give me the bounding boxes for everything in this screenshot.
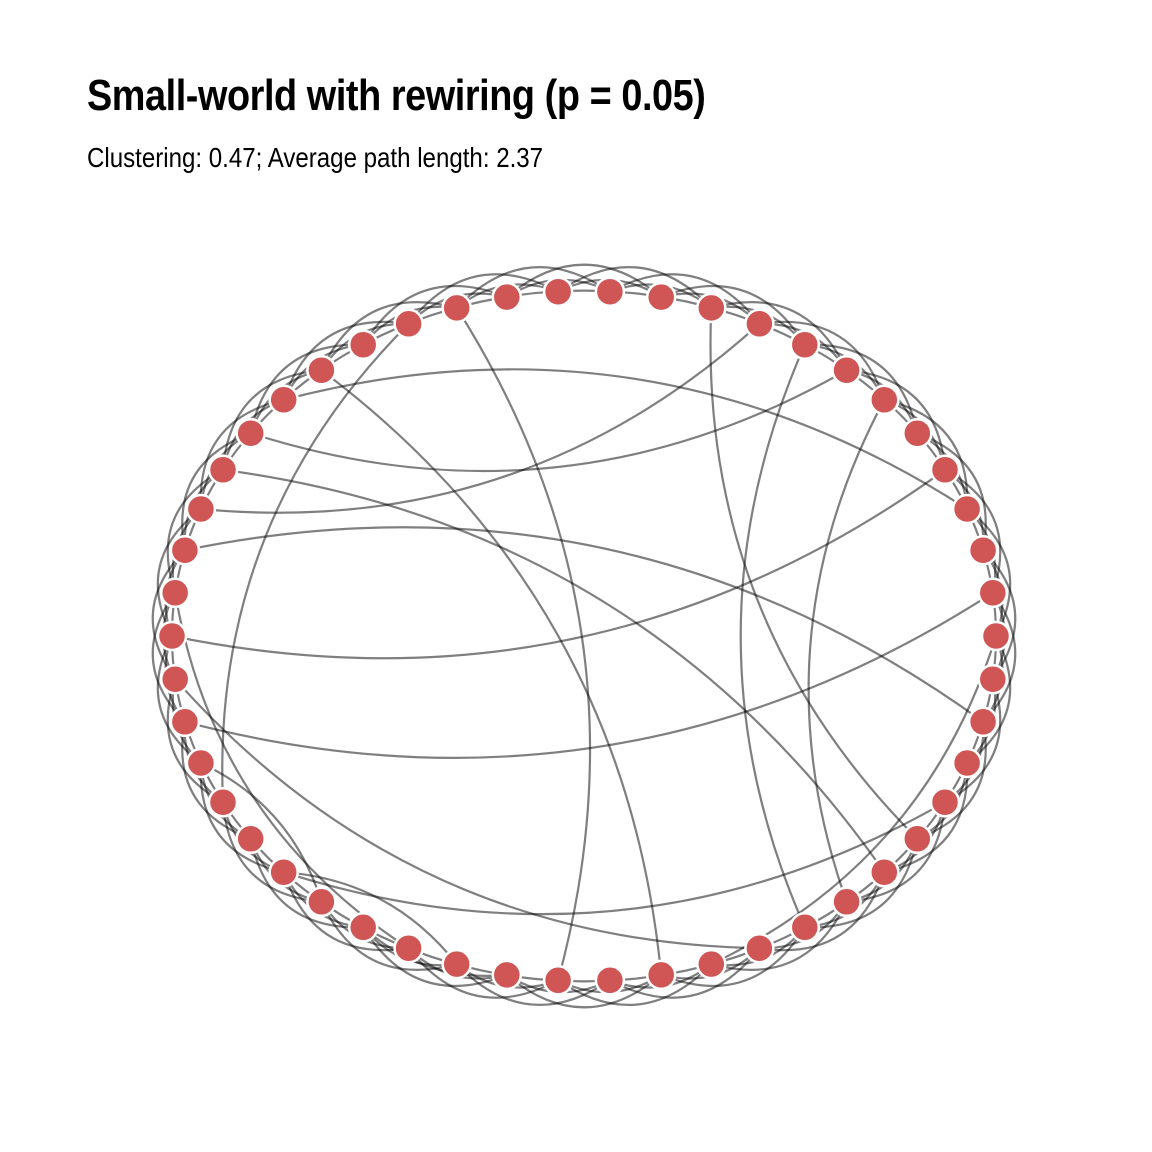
plot-title: Small-world with rewiring (p = 0.05) <box>87 71 706 120</box>
graph-node <box>347 329 379 360</box>
graph-node <box>789 329 821 360</box>
graph-node <box>831 886 862 918</box>
graph-node <box>207 454 239 486</box>
rewired-edge <box>455 307 592 981</box>
graph-node <box>744 308 775 340</box>
graph-node <box>393 308 424 340</box>
graph-node <box>268 384 299 416</box>
graph-node <box>645 281 677 313</box>
ring-edge <box>506 263 662 298</box>
graph-node <box>306 886 337 918</box>
ring-edge <box>660 926 806 988</box>
graph-node <box>977 577 1009 609</box>
graph-node <box>542 965 574 996</box>
graph-node <box>393 932 424 964</box>
rewired-edge <box>200 322 761 514</box>
graph-node <box>967 706 999 738</box>
graph-node <box>696 948 727 980</box>
graph-node <box>491 281 523 313</box>
rewired-edge <box>222 468 886 873</box>
ring-edge <box>282 871 409 952</box>
graph-node <box>594 965 626 996</box>
graph-node <box>235 417 266 449</box>
graph-node <box>645 959 677 991</box>
graph-node <box>902 823 933 855</box>
ring-edge <box>804 838 919 929</box>
rewired-edge <box>171 468 946 660</box>
ring-edge <box>759 320 886 401</box>
ring-edge <box>362 926 508 988</box>
rewired-edge <box>184 526 984 723</box>
graph-node <box>169 534 201 566</box>
graph-node <box>235 823 266 855</box>
rewired-edge <box>283 871 458 965</box>
rewired-edge <box>174 678 760 950</box>
graph-node <box>789 912 821 943</box>
rewired-edge <box>320 369 663 976</box>
graph-node <box>441 948 472 980</box>
ring-edge <box>804 343 919 434</box>
rewired-edge <box>362 926 507 977</box>
rewired-edge <box>184 591 994 759</box>
graph-node <box>744 932 775 964</box>
plot-subtitle: Clustering: 0.47; Average path length: 2… <box>87 142 544 173</box>
graph-node <box>347 912 379 943</box>
graph-node <box>831 354 862 386</box>
graph-node <box>441 292 472 324</box>
rewired-edge <box>221 323 410 803</box>
rewired-edge <box>283 801 946 916</box>
graph-node <box>980 620 1012 652</box>
ring-edge <box>711 301 848 371</box>
ring-edge <box>362 284 508 346</box>
graph-node <box>594 276 626 307</box>
graph-node <box>929 454 961 486</box>
graph-node <box>306 354 337 386</box>
rewired-edge <box>283 368 968 510</box>
ring-edge <box>660 284 806 346</box>
graph-node <box>696 292 727 324</box>
graph-node <box>185 493 217 525</box>
graph-node <box>542 276 574 307</box>
graph-node <box>185 747 217 779</box>
graph-node <box>169 706 201 738</box>
graph-node <box>159 663 191 695</box>
ring-edge <box>557 266 713 309</box>
graph-node <box>929 786 961 818</box>
graph-node <box>869 856 900 888</box>
graph-node <box>967 534 999 566</box>
graph-node <box>159 577 191 609</box>
rewired-edge <box>739 344 806 928</box>
ring-edge <box>249 838 364 929</box>
node-layer <box>156 276 1012 996</box>
graph-node <box>977 663 1009 695</box>
rewired-edge <box>807 399 886 903</box>
graph-node <box>156 620 188 652</box>
graph-node <box>491 959 523 991</box>
graph-node <box>869 384 900 416</box>
graph-node <box>207 786 239 818</box>
graph-node <box>902 417 933 449</box>
edge-layer <box>151 263 1017 1009</box>
graph-node <box>951 493 983 525</box>
graph-node <box>268 856 299 888</box>
graph-node <box>951 747 983 779</box>
